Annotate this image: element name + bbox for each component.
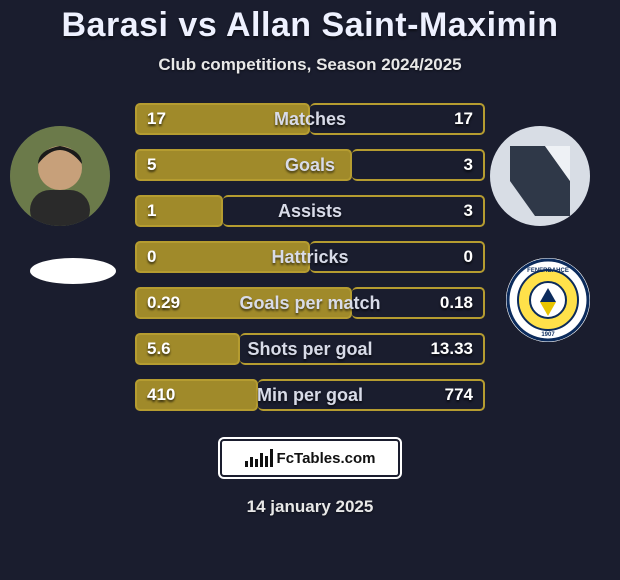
fctables-badge: FcTables.com: [220, 439, 400, 477]
stat-value-left: 5: [147, 155, 156, 175]
bars-icon: [245, 449, 273, 467]
player2-name: Allan Saint-Maximin: [226, 6, 559, 44]
stat-label: Goals per match: [239, 293, 380, 314]
svg-text:1907: 1907: [541, 332, 555, 338]
stat-value-right: 774: [445, 385, 473, 405]
player1-name: Barasi: [62, 6, 169, 44]
stat-value-left: 17: [147, 109, 166, 129]
brand-text: FcTables.com: [277, 450, 376, 467]
player2-avatar: [490, 126, 590, 226]
stat-row: 0.29 0.18 Goals per match: [135, 287, 485, 319]
stat-label: Matches: [274, 109, 346, 130]
stat-label: Assists: [278, 201, 342, 222]
stat-label: Goals: [285, 155, 335, 176]
stat-value-left: 0.29: [147, 293, 180, 313]
stat-value-left: 0: [147, 247, 156, 267]
stat-row: 410 774 Min per goal: [135, 379, 485, 411]
subtitle: Club competitions, Season 2024/2025: [0, 55, 620, 75]
stat-row: 5 3 Goals: [135, 149, 485, 181]
svg-text:FENERBAHÇE: FENERBAHÇE: [527, 268, 569, 274]
player2-club-logo: FENERBAHÇE 1907: [506, 258, 590, 342]
stat-bar-right: [223, 195, 486, 227]
stat-label: Hattricks: [271, 247, 348, 268]
comparison-title: Barasi vs Allan Saint-Maximin: [0, 6, 620, 45]
stat-value-right: 3: [464, 155, 473, 175]
stat-value-left: 5.6: [147, 339, 171, 359]
stat-value-left: 410: [147, 385, 175, 405]
stat-row: 5.6 13.33 Shots per goal: [135, 333, 485, 365]
stats-table: 17 17 Matches 5 3 Goals 1 3 Assists 0 0 Hattricks 0.…: [135, 103, 485, 411]
stat-label: Shots per goal: [247, 339, 372, 360]
stat-value-right: 17: [454, 109, 473, 129]
stat-value-right: 3: [464, 201, 473, 221]
vs-text: vs: [178, 6, 217, 44]
stat-row: 1 3 Assists: [135, 195, 485, 227]
stat-row: 17 17 Matches: [135, 103, 485, 135]
player1-avatar: [10, 126, 110, 226]
stat-label: Min per goal: [257, 385, 363, 406]
stat-value-right: 0.18: [440, 293, 473, 313]
stat-value-left: 1: [147, 201, 156, 221]
stat-value-right: 0: [464, 247, 473, 267]
stat-row: 0 0 Hattricks: [135, 241, 485, 273]
player1-club-logo: [30, 258, 116, 284]
report-date: 14 january 2025: [0, 497, 620, 517]
stat-value-right: 13.33: [430, 339, 473, 359]
